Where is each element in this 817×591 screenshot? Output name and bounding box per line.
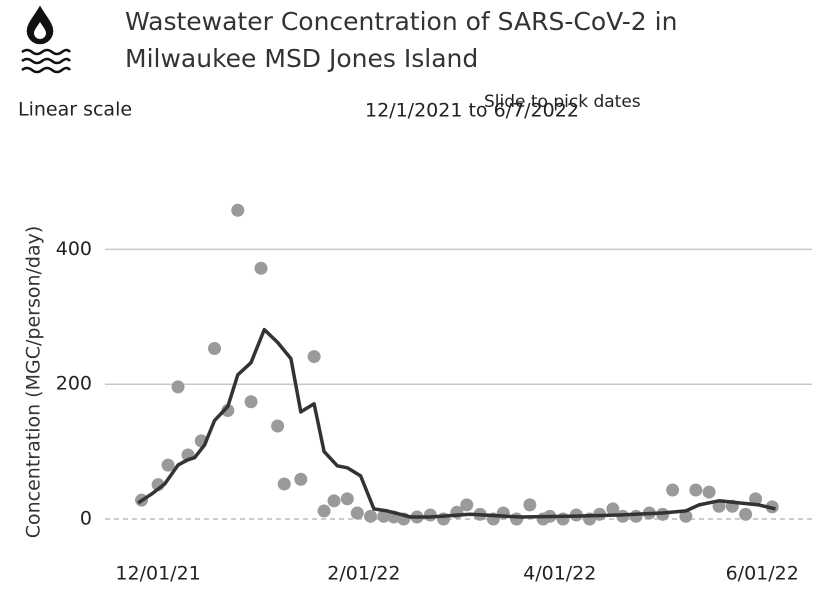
data-point [208,341,222,355]
data-point [317,504,331,518]
data-point [307,350,321,364]
x-tick-label: 2/01/22 [327,563,400,585]
data-point [629,509,643,523]
date-range: 12/1/2021 to 6/7/2022 [365,100,579,122]
data-point [161,458,175,472]
scale-toggle[interactable]: Linear scale [18,99,132,121]
data-point [689,483,703,497]
data-point [221,404,235,418]
title-line: Wastewater Concentration of SARS-CoV-2 i… [125,7,677,36]
wastewater-icon [21,5,71,74]
title-line: Milwaukee MSD Jones Island [125,44,478,73]
data-point [606,502,620,516]
y-tick-label: 200 [56,373,92,395]
data-point [231,203,245,217]
data-point [244,395,258,409]
x-tick-label: 4/01/22 [523,563,596,585]
x-tick-label: 12/01/21 [115,563,200,585]
data-point [460,498,474,512]
data-point [254,261,268,275]
data-point [377,509,391,523]
data-point [271,419,285,433]
data-point [340,492,354,506]
data-point [327,494,341,508]
data-point [523,498,537,512]
data-point [749,492,763,506]
data-point [364,509,378,523]
y-axis-label: Concentration (MGC/person/day) [23,226,45,539]
data-point [294,472,308,486]
data-point [350,506,364,520]
data-point [702,485,716,499]
x-tick-label: 6/01/22 [726,563,799,585]
data-point [277,477,291,491]
y-tick-label: 0 [80,508,92,530]
data-point [666,483,680,497]
date-slider[interactable]: Slide to pick dates [484,92,641,112]
data-point [679,509,693,523]
y-tick-label: 400 [56,238,92,260]
data-point [171,380,185,394]
trend-line [137,327,776,519]
data-point [556,512,570,526]
data-point [739,507,753,521]
data-point [510,512,524,526]
